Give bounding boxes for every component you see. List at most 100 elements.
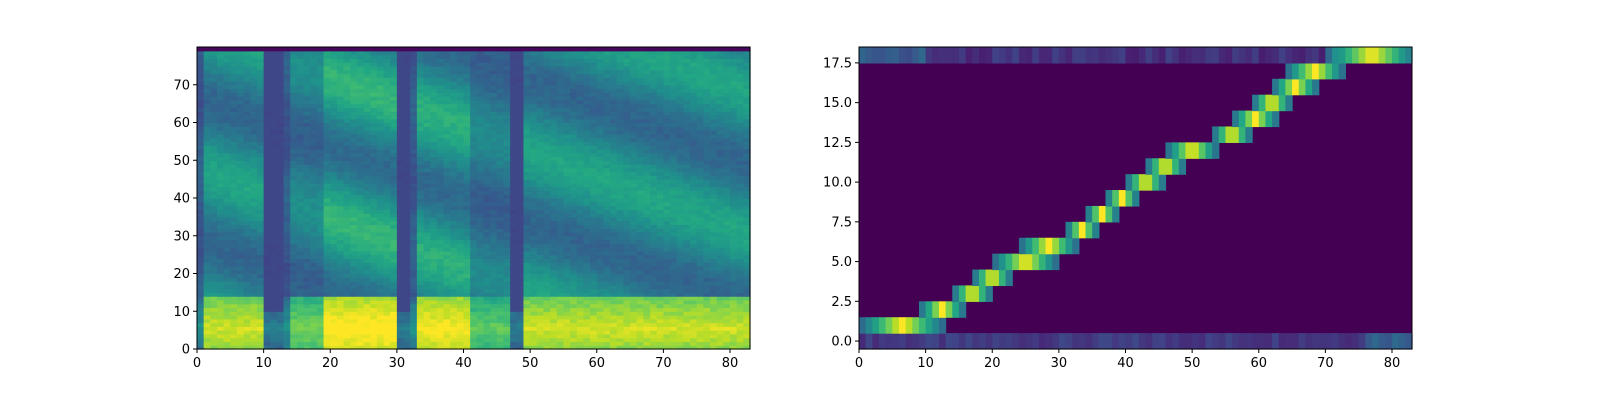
heatmap-cell xyxy=(303,65,311,71)
heatmap-cell xyxy=(530,96,538,101)
heatmap-cell xyxy=(596,292,605,297)
heatmap-cell xyxy=(197,103,205,109)
heatmap-cell xyxy=(556,303,565,309)
heatmap-cell xyxy=(536,47,545,52)
heatmap-cell xyxy=(603,337,611,343)
heatmap-cell xyxy=(476,231,485,237)
heatmap-cell xyxy=(410,337,418,343)
heatmap-cell xyxy=(363,54,371,59)
heatmap-cell xyxy=(243,299,251,305)
heatmap-cell xyxy=(276,209,285,214)
heatmap-cell xyxy=(343,54,351,59)
heatmap-cell xyxy=(603,99,611,105)
heatmap-cell xyxy=(596,118,605,124)
heatmap-cell xyxy=(290,141,298,146)
heatmap-cell xyxy=(476,299,485,305)
heatmap-cell xyxy=(256,148,265,154)
heatmap-cell xyxy=(443,65,451,71)
heatmap-cell xyxy=(303,69,311,75)
heatmap-cell xyxy=(603,235,611,241)
heatmap-cell xyxy=(270,114,278,120)
heatmap-cell xyxy=(456,311,465,316)
heatmap-cell xyxy=(390,299,398,305)
heatmap-cell xyxy=(550,228,558,233)
heatmap-cell xyxy=(603,58,611,63)
heatmap-cell xyxy=(423,205,431,210)
heatmap-cell xyxy=(203,326,211,331)
heatmap-cell xyxy=(236,69,245,75)
heatmap-cell xyxy=(556,171,565,176)
heatmap-cell xyxy=(203,247,211,252)
heatmap-cell xyxy=(483,137,491,142)
heatmap-cell xyxy=(270,171,278,176)
heatmap-cell xyxy=(296,235,305,241)
heatmap-cell xyxy=(496,65,505,71)
heatmap-cell xyxy=(276,247,285,252)
heatmap-cell xyxy=(563,326,571,331)
heatmap-cell xyxy=(603,311,611,316)
heatmap-cell xyxy=(403,213,411,218)
heatmap-cell xyxy=(503,126,511,131)
heatmap-cell xyxy=(396,171,405,176)
heatmap-cell xyxy=(423,96,431,101)
heatmap-cell xyxy=(250,288,258,293)
heatmap-cell xyxy=(436,326,445,331)
heatmap-cell xyxy=(423,326,431,331)
heatmap-cell xyxy=(197,311,205,316)
heatmap-cell xyxy=(430,224,438,229)
heatmap-cell xyxy=(583,171,591,176)
heatmap-cell xyxy=(270,228,278,233)
heatmap-cell xyxy=(336,209,345,214)
heatmap-cell xyxy=(323,228,331,233)
heatmap-cell xyxy=(290,216,298,222)
heatmap-cell xyxy=(610,337,618,343)
heatmap-cell xyxy=(250,103,258,109)
heatmap-cell xyxy=(403,62,411,67)
heatmap-cell xyxy=(523,303,531,309)
heatmap-cell xyxy=(203,103,211,109)
heatmap-cell xyxy=(276,160,285,165)
heatmap-cell xyxy=(350,247,358,252)
heatmap-cell xyxy=(430,296,438,301)
heatmap-cell xyxy=(596,243,605,248)
heatmap-cell xyxy=(310,198,318,203)
heatmap-cell xyxy=(203,345,211,350)
heatmap-cell xyxy=(323,84,331,90)
heatmap-cell xyxy=(516,114,525,120)
heatmap-cell xyxy=(356,84,365,90)
heatmap-cell xyxy=(290,114,298,120)
heatmap-cell xyxy=(376,96,385,101)
heatmap-cell xyxy=(430,243,438,248)
heatmap-cell xyxy=(490,88,498,93)
heatmap-cell xyxy=(463,58,471,63)
heatmap-cell xyxy=(536,99,545,105)
heatmap-cell xyxy=(270,141,278,146)
heatmap-cell xyxy=(496,47,505,52)
heatmap-cell xyxy=(583,103,591,109)
heatmap-cell xyxy=(510,341,518,346)
heatmap-cell xyxy=(243,133,251,139)
heatmap-cell xyxy=(476,175,485,180)
heatmap-cell xyxy=(496,322,505,327)
heatmap-cell xyxy=(310,284,318,290)
heatmap-cell xyxy=(363,220,371,226)
heatmap-cell xyxy=(376,50,385,56)
heatmap-cell xyxy=(343,315,351,320)
heatmap-cell xyxy=(316,167,325,173)
heatmap-cell xyxy=(290,175,298,180)
heatmap-cell xyxy=(390,47,398,52)
heatmap-cell xyxy=(590,216,598,222)
heatmap-cell xyxy=(543,160,551,165)
heatmap-cell xyxy=(276,156,285,161)
heatmap-cell xyxy=(523,84,531,90)
heatmap-cell xyxy=(523,333,531,339)
heatmap-cell xyxy=(450,288,458,293)
heatmap-cell xyxy=(423,299,431,305)
heatmap-cell xyxy=(230,337,238,343)
heatmap-cell xyxy=(576,198,585,203)
heatmap-cell xyxy=(336,69,345,75)
heatmap-cell xyxy=(290,235,298,241)
heatmap-cell xyxy=(263,330,271,335)
heatmap-cell xyxy=(523,47,531,52)
heatmap-cell xyxy=(283,341,291,346)
